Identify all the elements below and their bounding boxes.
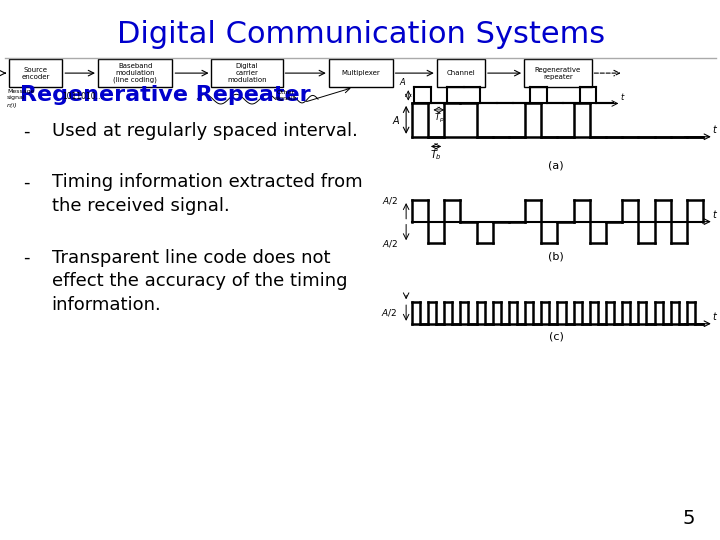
Text: $A/2$: $A/2$ (382, 194, 399, 206)
Bar (329, 59, 392, 87)
Text: Timing information extracted from
the received signal.: Timing information extracted from the re… (52, 173, 362, 215)
Text: Used at regularly spaced interval.: Used at regularly spaced interval. (52, 122, 358, 140)
Text: Other
signals: Other signals (275, 90, 297, 101)
Text: $A$: $A$ (392, 114, 400, 126)
Text: $T_p$: $T_p$ (433, 112, 444, 125)
Text: $T_b$: $T_b$ (430, 148, 442, 163)
Text: (a): (a) (548, 161, 564, 171)
Text: -: - (23, 173, 30, 191)
Text: n(i): n(i) (7, 104, 18, 109)
Text: Regenerative
repeater: Regenerative repeater (535, 66, 581, 79)
Bar (9, 59, 63, 87)
Text: $t$: $t$ (620, 91, 626, 102)
Text: $A$: $A$ (400, 76, 407, 87)
Text: Baseband
modulation
(line coding): Baseband modulation (line coding) (113, 63, 157, 83)
Text: 5: 5 (682, 509, 695, 528)
Bar (98, 59, 172, 87)
Text: (b): (b) (548, 251, 564, 261)
Text: -: - (23, 248, 30, 267)
Bar (436, 59, 485, 87)
Text: Digital
carrier
modulation: Digital carrier modulation (228, 63, 267, 83)
Text: $t$: $t$ (711, 123, 718, 134)
Text: Digital Communication Systems: Digital Communication Systems (117, 20, 605, 49)
Text: -: - (23, 122, 30, 140)
Text: $A/2$: $A/2$ (381, 307, 397, 319)
Bar (524, 59, 592, 87)
Text: 1011010...: 1011010... (63, 92, 103, 100)
Bar (212, 59, 282, 87)
Text: Source
encoder: Source encoder (22, 66, 50, 79)
Text: (c): (c) (549, 332, 564, 342)
Text: Multiplexer: Multiplexer (341, 70, 380, 76)
Text: Transparent line code does not
effect the accuracy of the timing
information.: Transparent line code does not effect th… (52, 248, 347, 314)
Text: $t$: $t$ (711, 309, 718, 322)
Text: Message
signal: Message signal (7, 89, 35, 100)
Text: $t$: $t$ (711, 207, 718, 219)
Text: Regenerative Repeater: Regenerative Repeater (19, 85, 310, 105)
Text: Channel: Channel (446, 70, 475, 76)
Text: $A/2$: $A/2$ (382, 238, 399, 248)
